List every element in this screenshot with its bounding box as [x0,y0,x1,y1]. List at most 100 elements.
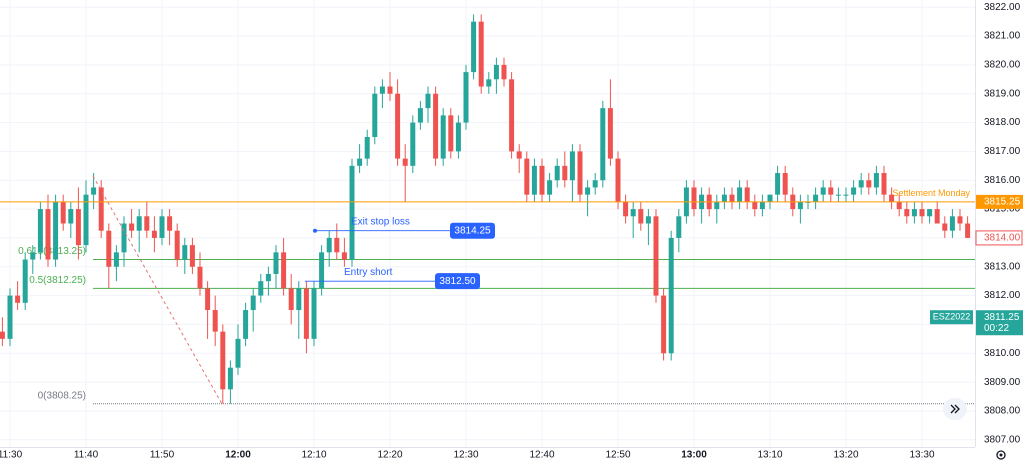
candle-body [281,252,287,289]
fib-level-label: 0(3808.25) [38,390,86,401]
y-tick-label: 3815.00 [984,204,1021,215]
candle-body [334,237,340,253]
y-tick-label: 3816.00 [984,175,1021,186]
candle-body [721,194,727,202]
candle-body [927,209,933,217]
candle-body [668,237,674,354]
candle-body [448,115,454,152]
candle-body [645,216,651,224]
candle-body [387,86,393,94]
candle-body [22,259,28,303]
candle-body [889,194,895,202]
candle-body [258,281,264,296]
x-tick-label: 12:00 [225,450,251,461]
candle-body [425,93,431,109]
candle-body [395,93,401,159]
candle-body [866,180,872,188]
candle-body [547,180,553,195]
x-tick-label: 13:30 [909,450,934,461]
candle-body [691,187,697,210]
candle-body [858,180,864,188]
y-tick-label: 3821.00 [984,31,1021,42]
candle-body [7,295,13,339]
candle-body [569,151,575,181]
candle-body [326,237,332,253]
order-tag-label: 3812.50 [439,276,476,287]
x-tick-label: 12:40 [529,450,554,461]
candle-body [714,201,720,210]
candle-body [813,194,819,202]
candle-body [737,187,743,202]
y-tick-label: 3807.00 [984,434,1021,445]
candle-body [227,367,233,390]
candle-body [843,194,849,196]
price-line-tag-label: 3815.25 [984,197,1021,208]
candle-body [250,295,256,311]
candle-body [265,273,271,282]
candle-body [303,288,309,339]
symbol-label: ESZ2022 [933,312,971,322]
x-tick-label: 11:40 [74,450,99,461]
candle-body [15,295,21,303]
y-tick-label: 3810.00 [984,348,1021,359]
y-tick-label: 3818.00 [984,117,1021,128]
scroll-button[interactable] [943,398,967,420]
candle-body [873,173,879,188]
candle-body [896,201,902,210]
order-anchor [313,228,317,233]
candle-body [585,187,591,195]
candle-body [417,108,423,123]
settings-icon[interactable] [996,450,1006,460]
candle-body [91,187,97,195]
candle-body [144,216,150,231]
fib-level-label: 0.618(3813.25) [18,246,86,257]
price-line-name: Settlement Monday [892,188,970,198]
candle-body [30,252,36,260]
candle-body [949,216,955,231]
candle-body [911,209,917,217]
y-tick-label: 3812.00 [984,290,1021,301]
y-tick-label: 3817.00 [984,146,1021,157]
candle-body [463,72,469,123]
candle-body [402,158,408,166]
candle-body [197,266,203,289]
order-tag [450,222,495,239]
settings-icon-center[interactable] [999,453,1003,457]
candle-body [235,338,241,368]
candle-body [820,187,826,195]
scroll-icon[interactable] [950,404,960,414]
candle-body [592,180,598,188]
candle-body [311,288,317,339]
candle-body [45,209,51,260]
candle-body [37,209,43,253]
settings-button[interactable] [996,450,1006,460]
countdown-label: 00:22 [984,323,1009,334]
candle-body [623,201,629,217]
y-tick-label: 3809.00 [984,377,1021,388]
candle-body [919,209,925,217]
candle-body [759,201,765,210]
candle-body [379,86,385,94]
candle-body [509,79,515,152]
candle-body [364,136,370,159]
candle-body [775,173,781,195]
candle-body [455,122,461,152]
fib-level-label: 0.5(3812.25) [29,275,86,286]
symbol-tag [930,310,973,325]
symbol-price-tag [976,310,1023,336]
candle-body [881,173,887,195]
candle-body [828,187,834,195]
candle-body [341,252,347,260]
candle-body [493,64,499,80]
candle-body [220,331,226,390]
candle-body [638,209,644,224]
candle-body [205,288,211,311]
candle-body [357,158,363,166]
candle-body [182,245,188,260]
candle-body [167,216,173,231]
y-tick-label: 3808.00 [984,406,1021,417]
x-tick-label: 13:20 [833,450,858,461]
y-tick-label: 3819.00 [984,88,1021,99]
y-tick-label: 3813.00 [984,261,1021,272]
candle-body [615,158,621,202]
